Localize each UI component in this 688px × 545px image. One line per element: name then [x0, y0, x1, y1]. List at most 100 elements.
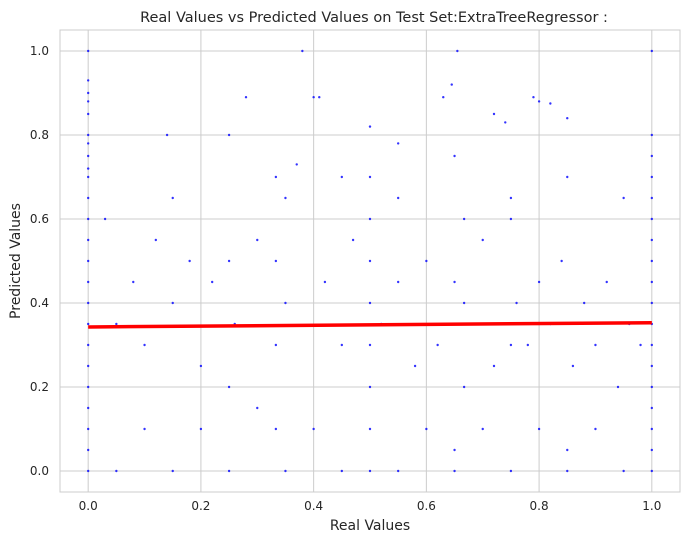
data-point [86, 448, 90, 452]
data-point [462, 217, 466, 221]
data-point [86, 154, 90, 158]
data-point [274, 175, 278, 179]
data-point [256, 238, 259, 242]
data-point [86, 100, 90, 103]
data-point [312, 427, 315, 431]
data-point [650, 301, 654, 305]
x-tick-label: 0.8 [530, 499, 549, 513]
data-point [86, 217, 90, 221]
data-point [86, 175, 90, 179]
data-point [274, 343, 278, 347]
data-point [318, 96, 321, 99]
data-point [274, 427, 278, 431]
data-point [274, 259, 278, 263]
data-point [594, 427, 597, 431]
x-tick-label: 0.4 [304, 499, 323, 513]
data-point [537, 100, 541, 103]
data-point [86, 49, 90, 53]
data-point [86, 406, 90, 410]
data-point [295, 163, 298, 166]
data-point [566, 469, 569, 473]
data-point [650, 343, 654, 347]
data-point [504, 121, 507, 124]
data-point [571, 364, 575, 368]
data-point [86, 385, 90, 389]
y-tick-label: 1.0 [30, 44, 49, 58]
data-point [312, 96, 315, 99]
data-point [436, 343, 439, 347]
data-point [103, 217, 107, 221]
data-point [171, 196, 174, 200]
x-tick-label: 0.6 [417, 499, 436, 513]
data-point [650, 427, 654, 431]
data-point [532, 96, 535, 99]
data-point [453, 469, 456, 473]
data-point [284, 301, 287, 305]
data-point [396, 142, 400, 145]
data-point [462, 385, 466, 389]
data-point [450, 83, 453, 86]
data-point [453, 448, 456, 452]
data-point [86, 427, 90, 431]
y-tick-label: 0.6 [30, 212, 49, 226]
data-point [210, 280, 214, 284]
data-point [340, 469, 344, 473]
data-point [396, 280, 400, 284]
data-point [639, 343, 642, 347]
y-axis-label: Predicted Values [8, 203, 24, 319]
data-point [86, 91, 90, 95]
y-tick-label: 0.0 [30, 464, 49, 478]
data-point [86, 142, 90, 145]
data-point [199, 427, 203, 431]
data-point [227, 469, 231, 473]
data-point [368, 125, 372, 128]
data-point [566, 175, 569, 179]
data-point [284, 469, 287, 473]
data-point [396, 469, 400, 473]
data-point [650, 217, 654, 221]
data-point [650, 238, 654, 242]
data-point [115, 469, 118, 473]
data-point [413, 364, 417, 368]
data-point [284, 196, 287, 200]
data-point [143, 343, 146, 347]
data-point [227, 259, 231, 263]
data-point [368, 217, 372, 221]
data-point [582, 301, 586, 305]
data-point [622, 469, 625, 473]
data-point [368, 385, 372, 389]
data-point [199, 364, 203, 368]
data-point [86, 280, 90, 284]
data-point [86, 196, 90, 200]
data-point [154, 238, 158, 242]
data-point [368, 175, 372, 179]
data-point [115, 322, 118, 326]
data-point [509, 469, 513, 473]
data-point [537, 427, 541, 431]
data-point [244, 96, 248, 99]
data-point [481, 427, 484, 431]
data-point [86, 112, 90, 116]
data-point [256, 406, 259, 410]
data-point [301, 49, 304, 53]
data-point [425, 427, 428, 431]
data-point [509, 217, 513, 221]
data-point [368, 343, 372, 347]
data-point [515, 301, 518, 305]
data-point [492, 112, 496, 116]
data-point [650, 448, 654, 452]
data-point [537, 280, 541, 284]
data-point [650, 469, 654, 473]
data-point [86, 364, 90, 368]
data-point [143, 427, 146, 431]
data-point [351, 238, 355, 242]
data-point [622, 196, 625, 200]
data-point [86, 301, 90, 305]
data-point [368, 469, 372, 473]
data-point [650, 154, 654, 158]
data-point [453, 280, 456, 284]
data-point [650, 280, 654, 284]
x-axis-ticks: 0.0 0.2 0.4 0.6 0.8 1.0 [79, 499, 662, 513]
data-point [650, 196, 654, 200]
